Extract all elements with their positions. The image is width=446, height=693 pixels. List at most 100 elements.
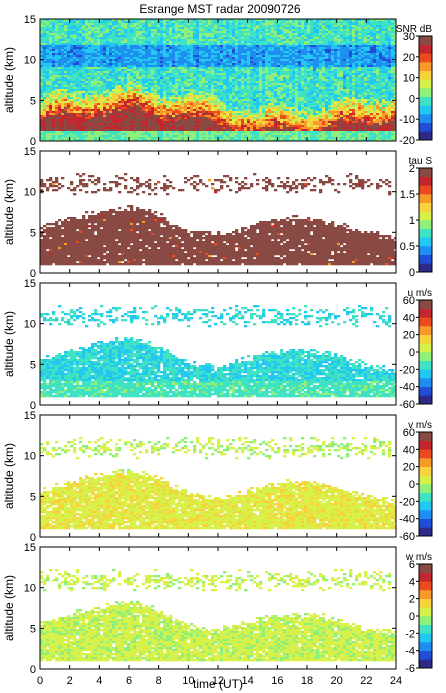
x-tick-label: 24 bbox=[390, 675, 402, 687]
colorbar-tick-label: -40 bbox=[399, 382, 415, 394]
colorbar-swatch bbox=[419, 326, 432, 335]
y-tick-label: 5 bbox=[30, 491, 36, 503]
colorbar-swatch bbox=[419, 624, 432, 634]
colorbar-swatch bbox=[419, 317, 432, 327]
colorbar-swatch bbox=[419, 131, 432, 141]
colorbar-swatch bbox=[419, 105, 432, 115]
x-tick-label: 22 bbox=[360, 675, 372, 687]
colorbar-swatch bbox=[419, 62, 432, 71]
y-tick-label: 10 bbox=[24, 55, 36, 67]
y-tick-label: 10 bbox=[24, 451, 36, 463]
y-axis-label: altitude (km) bbox=[2, 311, 16, 377]
y-tick-label: 0 bbox=[30, 268, 36, 280]
colorbar-swatch bbox=[419, 501, 432, 511]
colorbar-swatch bbox=[419, 484, 432, 493]
y-axis-label: altitude (km) bbox=[2, 575, 16, 641]
colorbar-swatch bbox=[419, 263, 432, 273]
data-field-w bbox=[40, 569, 396, 662]
y-tick-label: 10 bbox=[24, 187, 36, 199]
colorbar-tick-label: 20 bbox=[403, 462, 415, 474]
y-tick-label: 5 bbox=[30, 227, 36, 239]
colorbar-label: u m/s bbox=[408, 288, 432, 299]
colorbar-swatch bbox=[419, 492, 432, 502]
colorbar-swatch bbox=[419, 122, 432, 132]
y-axis-label: altitude (km) bbox=[2, 179, 16, 245]
x-tick-label: 20 bbox=[331, 675, 343, 687]
colorbar-swatch bbox=[419, 581, 432, 591]
colorbar-swatch bbox=[419, 527, 432, 537]
colorbar-tick-label: 40 bbox=[403, 444, 415, 456]
colorbar-tick-label: 60 bbox=[403, 427, 415, 439]
colorbar-swatch bbox=[419, 237, 432, 247]
colorbar-swatch bbox=[419, 475, 432, 485]
panel-u: 0 5 10 15 altitude (km) u m/s -60 -40 -20 0 20 40 60 bbox=[2, 278, 433, 412]
y-tick-label: 15 bbox=[24, 146, 36, 158]
colorbar-swatch bbox=[419, 88, 432, 97]
y-tick-label: 0 bbox=[30, 664, 36, 676]
x-axis-label: time (UT) bbox=[193, 677, 243, 691]
colorbar-swatch bbox=[419, 202, 432, 212]
colorbar-tick-label: -60 bbox=[399, 531, 415, 543]
x-tick-label: 16 bbox=[271, 675, 283, 687]
colorbar-swatch bbox=[419, 607, 432, 617]
colorbar-tick-label: -2 bbox=[405, 628, 415, 640]
x-tick-label: 8 bbox=[156, 675, 162, 687]
colorbar-tick-label: 2 bbox=[409, 594, 415, 606]
chart-title: Esrange MST radar 20090726 bbox=[139, 2, 301, 16]
x-tick-label: 4 bbox=[96, 675, 102, 687]
colorbar-tick-label: -10 bbox=[399, 114, 415, 126]
colorbar-swatch bbox=[419, 518, 432, 528]
colorbar-swatch bbox=[419, 79, 432, 89]
colorbar-tick-label: 2 bbox=[409, 163, 415, 175]
colorbar-tick-label: 0 bbox=[409, 267, 415, 279]
colorbar-tick-label: 20 bbox=[403, 52, 415, 64]
y-tick-label: 15 bbox=[24, 278, 36, 290]
colorbar-swatch bbox=[419, 564, 432, 573]
colorbar-swatch bbox=[419, 352, 432, 361]
colorbar-swatch bbox=[419, 246, 432, 255]
colorbar-swatch bbox=[419, 334, 432, 344]
colorbar-tick-label: -60 bbox=[399, 399, 415, 411]
colorbar-swatch bbox=[419, 440, 432, 450]
panel-tau: 0 5 10 15 altitude (km) tau S 0 0.5 1 1.5 2 bbox=[2, 146, 433, 280]
colorbar-swatch bbox=[419, 300, 432, 309]
data-field-snr bbox=[40, 19, 396, 141]
x-axis: 0 2 4 6 8 10 12 14 16 18 20 22 24 bbox=[37, 675, 402, 687]
colorbar-swatch bbox=[419, 360, 432, 370]
colorbar-tick-label: 4 bbox=[409, 576, 415, 588]
colorbar-swatch bbox=[419, 254, 432, 264]
data-field-u bbox=[40, 305, 396, 398]
colorbar-tick-label: 20 bbox=[403, 330, 415, 342]
y-tick-label: 0 bbox=[30, 400, 36, 412]
colorbar-tick-label: 0 bbox=[409, 479, 415, 491]
y-axis-label: altitude (km) bbox=[2, 47, 16, 113]
colorbar-tick-label: -4 bbox=[405, 646, 415, 658]
colorbar-swatch bbox=[419, 590, 432, 599]
y-tick-label: 5 bbox=[30, 623, 36, 635]
colorbar-label: SNR dB bbox=[396, 24, 432, 35]
colorbar-swatch bbox=[419, 308, 432, 318]
colorbar-swatch bbox=[419, 185, 432, 195]
colorbar-swatch bbox=[419, 633, 432, 643]
colorbar-swatch bbox=[419, 466, 432, 476]
x-tick-label: 0 bbox=[37, 675, 43, 687]
colorbar-tick-label: 1 bbox=[409, 215, 415, 227]
colorbar-swatch bbox=[419, 572, 432, 582]
colorbar-swatch bbox=[419, 343, 432, 353]
y-tick-label: 0 bbox=[30, 136, 36, 148]
colorbar-swatch bbox=[419, 659, 432, 669]
colorbar-swatch bbox=[419, 211, 432, 221]
x-tick-label: 14 bbox=[242, 675, 254, 687]
colorbar-swatch bbox=[419, 96, 432, 106]
x-tick-label: 6 bbox=[126, 675, 132, 687]
colorbar-swatch bbox=[419, 458, 432, 467]
colorbar-tick-label: 60 bbox=[403, 295, 415, 307]
colorbar-swatch bbox=[419, 53, 432, 63]
panel-w: 0 5 10 15 altitude (km) w m/s -6 -4 -2 0 2 4 6 bbox=[2, 542, 433, 676]
x-tick-label: 18 bbox=[301, 675, 313, 687]
colorbar-tick-label: 0.5 bbox=[400, 241, 415, 253]
data-field-tau bbox=[40, 173, 396, 266]
colorbar-swatch bbox=[419, 395, 432, 405]
colorbar-tick-label: 10 bbox=[403, 73, 415, 85]
